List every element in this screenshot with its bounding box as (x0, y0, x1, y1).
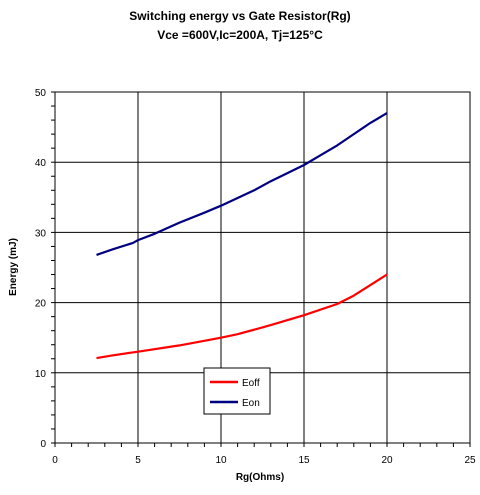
legend: Eoff Eon (203, 367, 271, 415)
tick-marks (51, 91, 471, 447)
plot-area (54, 91, 471, 444)
y-tick-label: 10 (35, 369, 47, 380)
y-tick-label: 50 (35, 88, 47, 99)
series-line-eoff (96, 273, 388, 360)
y-tick-label: 40 (35, 158, 47, 169)
x-tick-label: 5 (135, 455, 141, 466)
chart-title: Switching energy vs Gate Resistor(Rg) (129, 9, 351, 23)
x-axis-label: Rg(Ohms) (236, 472, 284, 483)
series-lines (96, 112, 388, 360)
y-tick-labels: 0 10 20 30 40 50 (35, 88, 47, 450)
x-tick-label: 25 (464, 455, 476, 466)
legend-label-eoff: Eoff (242, 378, 260, 389)
legend-box (203, 367, 271, 415)
x-tick-label: 20 (381, 455, 393, 466)
x-tick-labels: 0 5 10 15 20 25 (52, 455, 476, 466)
y-tick-label: 0 (40, 439, 46, 450)
x-tick-label: 15 (298, 455, 310, 466)
x-tick-label: 10 (215, 455, 227, 466)
y-axis-label: Energy (mJ) (8, 238, 19, 296)
x-tick-label: 0 (52, 455, 58, 466)
series-line-eon (96, 112, 388, 256)
legend-label-eon: Eon (242, 398, 260, 409)
y-tick-label: 20 (35, 299, 47, 310)
chart-subtitle: Vce =600V,Ic=200A, Tj=125°C (157, 28, 323, 42)
y-tick-label: 30 (35, 228, 47, 239)
